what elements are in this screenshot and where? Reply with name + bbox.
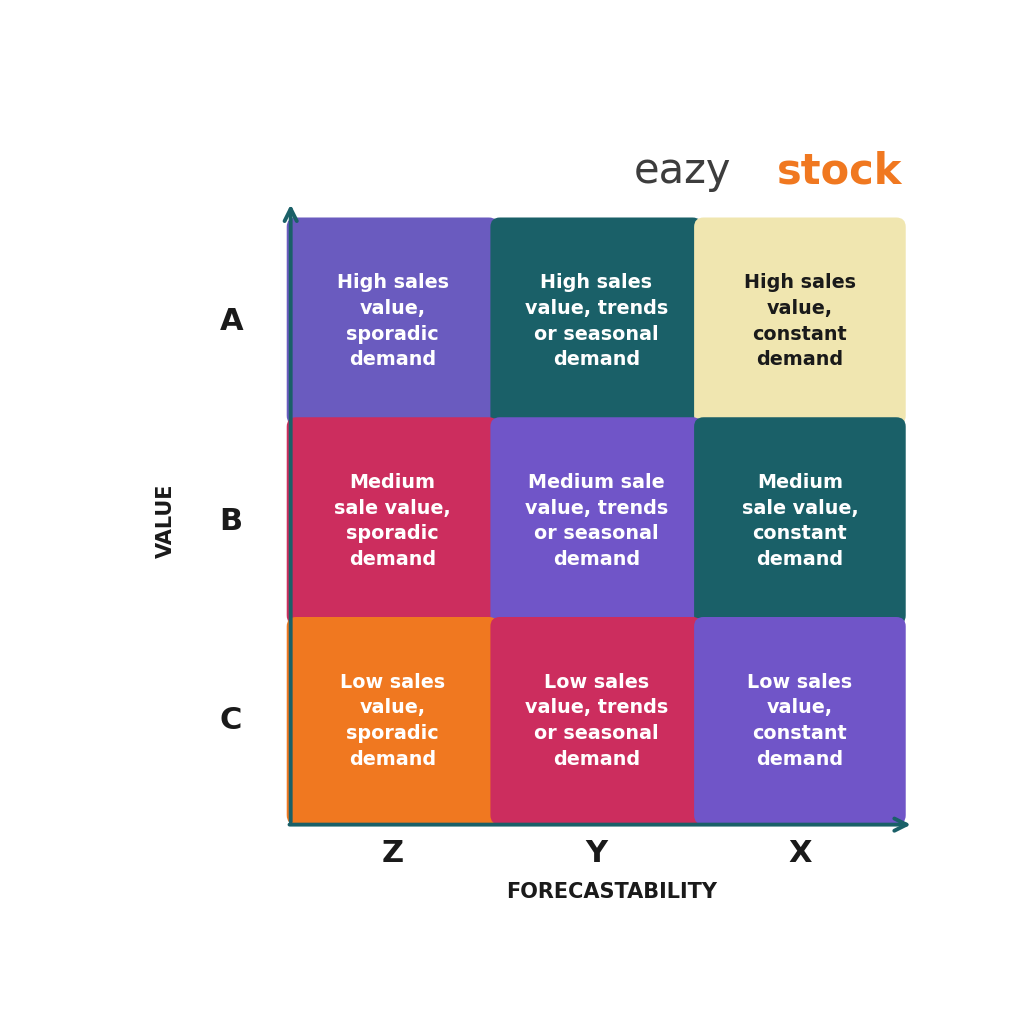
Text: Z: Z bbox=[382, 840, 403, 868]
Text: Y: Y bbox=[586, 840, 607, 868]
Text: eazy: eazy bbox=[634, 151, 731, 193]
FancyBboxPatch shape bbox=[694, 217, 905, 425]
FancyBboxPatch shape bbox=[694, 617, 905, 824]
Text: C: C bbox=[220, 707, 243, 735]
FancyBboxPatch shape bbox=[490, 617, 702, 824]
Text: FORECASTABILITY: FORECASTABILITY bbox=[507, 882, 718, 902]
Text: Medium
sale value,
constant
demand: Medium sale value, constant demand bbox=[741, 473, 858, 569]
Text: X: X bbox=[788, 840, 812, 868]
FancyBboxPatch shape bbox=[287, 217, 499, 425]
FancyBboxPatch shape bbox=[287, 617, 499, 824]
FancyBboxPatch shape bbox=[490, 217, 702, 425]
Text: VALUE: VALUE bbox=[156, 483, 176, 558]
Text: Low sales
value,
constant
demand: Low sales value, constant demand bbox=[748, 673, 852, 769]
FancyBboxPatch shape bbox=[287, 417, 499, 625]
Text: Medium
sale value,
sporadic
demand: Medium sale value, sporadic demand bbox=[334, 473, 451, 569]
Text: Medium sale
value, trends
or seasonal
demand: Medium sale value, trends or seasonal de… bbox=[524, 473, 668, 569]
Text: High sales
value,
constant
demand: High sales value, constant demand bbox=[743, 273, 856, 370]
Text: B: B bbox=[219, 507, 243, 536]
Text: Low sales
value,
sporadic
demand: Low sales value, sporadic demand bbox=[340, 673, 445, 769]
Text: A: A bbox=[219, 307, 243, 336]
Text: stock: stock bbox=[776, 151, 902, 193]
FancyBboxPatch shape bbox=[694, 417, 905, 625]
Text: Low sales
value, trends
or seasonal
demand: Low sales value, trends or seasonal dema… bbox=[524, 673, 668, 769]
Text: High sales
value, trends
or seasonal
demand: High sales value, trends or seasonal dem… bbox=[524, 273, 668, 370]
FancyBboxPatch shape bbox=[490, 417, 702, 625]
Text: High sales
value,
sporadic
demand: High sales value, sporadic demand bbox=[337, 273, 449, 370]
